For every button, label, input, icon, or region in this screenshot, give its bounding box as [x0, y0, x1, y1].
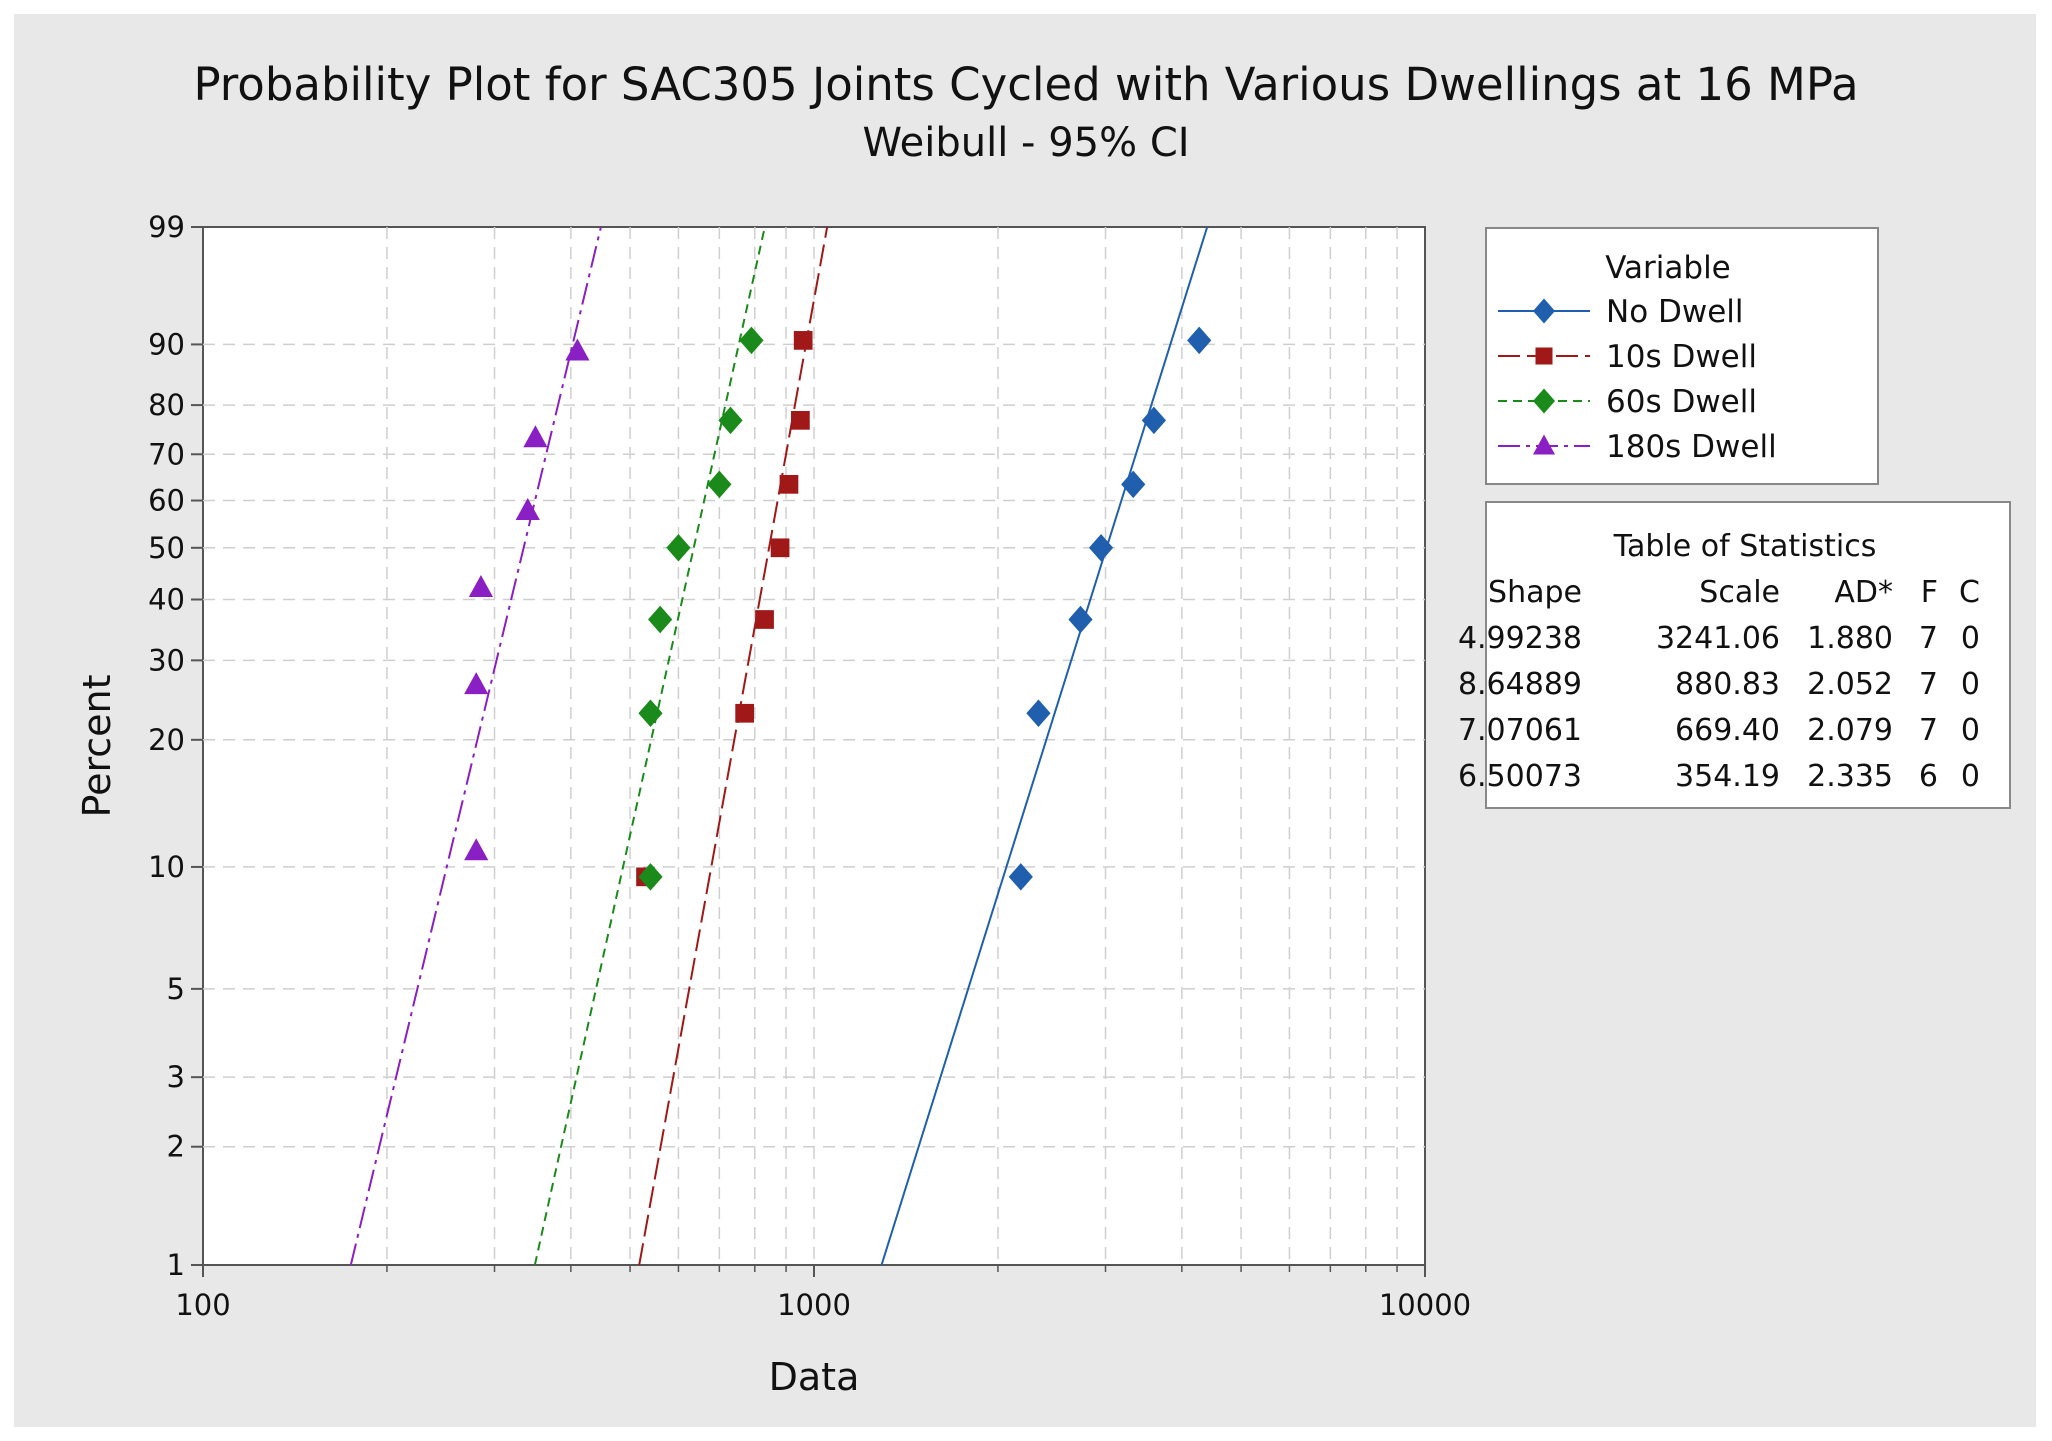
- chart-subtitle: Weibull - 95% CI: [862, 120, 1189, 166]
- square-marker: [779, 474, 799, 494]
- y-tick-label: 1: [167, 1248, 185, 1282]
- y-tick-label: 50: [148, 531, 185, 565]
- statistics-cell: 7: [1919, 667, 1938, 702]
- diamond-marker: [1026, 699, 1051, 728]
- statistics-header: AD*: [1834, 575, 1893, 610]
- y-axis-label: Percent: [75, 675, 119, 818]
- x-axis-label: Data: [769, 1355, 860, 1399]
- y-tick-label: 2: [167, 1130, 185, 1164]
- fit-lines: [349, 227, 1209, 1265]
- triangle-marker: [464, 672, 489, 695]
- statistics-cell: 354.19: [1675, 759, 1780, 794]
- statistics-table-box: [1485, 501, 2011, 809]
- statistics-cell: 3241.06: [1656, 621, 1780, 656]
- statistics-header: Scale: [1699, 575, 1780, 610]
- chart-title: Probability Plot for SAC305 Joints Cycle…: [193, 58, 1858, 111]
- y-tick-label: 30: [148, 643, 185, 677]
- diamond-marker: [638, 863, 663, 891]
- y-tick-label: 80: [148, 388, 185, 422]
- statistics-cell: 8.64889: [1458, 667, 1582, 702]
- legend-label: 60s Dwell: [1606, 384, 1757, 420]
- statistics-cell: 0: [1961, 713, 1980, 748]
- triangle-marker: [565, 338, 590, 361]
- statistics-cell: 880.83: [1675, 667, 1780, 702]
- statistics-cell: 7: [1919, 621, 1938, 656]
- x-tick-label: 10000: [1379, 1288, 1471, 1322]
- statistics-cell: 6.50073: [1458, 759, 1582, 794]
- diamond-marker: [638, 699, 663, 728]
- triangle-marker: [523, 425, 548, 448]
- y-tick-label: 10: [148, 850, 185, 884]
- diamond-marker: [1008, 863, 1033, 891]
- diamond-marker: [1121, 470, 1146, 499]
- statistics-header: C: [1959, 575, 1980, 610]
- diamond-marker: [666, 534, 691, 562]
- triangle-marker: [464, 838, 489, 861]
- statistics-cell: 0: [1961, 667, 1980, 702]
- diamond-marker: [1533, 298, 1555, 324]
- diamond-marker: [1187, 326, 1212, 355]
- grid-lines: [203, 227, 1425, 1265]
- diamond-marker: [1141, 406, 1167, 435]
- y-tick-label: 90: [148, 327, 185, 361]
- y-tick-label: 60: [148, 484, 185, 518]
- triangle-marker: [1533, 434, 1555, 455]
- data-points: [464, 326, 1212, 891]
- legend-label: No Dwell: [1606, 294, 1744, 330]
- triangle-marker: [515, 498, 540, 521]
- square-marker: [770, 538, 790, 558]
- fit-line: [533, 227, 766, 1265]
- statistics-cell: 6: [1919, 759, 1938, 794]
- y-tick-label: 3: [167, 1060, 185, 1094]
- legend-entries: No Dwell 10s Dwell 60s Dwell 180s Dwell: [1498, 294, 1777, 465]
- y-tick-label: 40: [148, 583, 185, 617]
- axis-ticks: 100 1000 10000 1 2 3 5 10 20 30 40 50 60 70 80 90 99: [148, 210, 1471, 1322]
- square-marker: [791, 410, 810, 430]
- legend-label: 10s Dwell: [1606, 339, 1757, 375]
- statistics-header: F: [1921, 575, 1938, 610]
- diamond-marker: [718, 406, 743, 435]
- statistics-table: Shape Scale AD* F C4.99238 3241.06 1.880 7 08.64…: [1458, 575, 1980, 794]
- statistics-cell: 1.880: [1807, 621, 1893, 656]
- diamond-marker: [1068, 605, 1093, 634]
- fit-line: [638, 227, 829, 1265]
- statistics-cell: 0: [1961, 759, 1980, 794]
- x-tick-label: 1000: [777, 1288, 851, 1322]
- diamond-marker: [1088, 534, 1114, 562]
- statistics-cell: 2.052: [1807, 667, 1893, 702]
- statistics-header: Shape: [1488, 575, 1582, 610]
- x-tick-label: 100: [175, 1288, 230, 1322]
- triangle-marker: [468, 574, 494, 597]
- square-marker: [1535, 347, 1553, 365]
- fit-line: [349, 227, 602, 1265]
- diamond-marker: [1533, 388, 1555, 414]
- fit-line: [880, 227, 1209, 1265]
- y-tick-label: 70: [148, 437, 185, 471]
- square-marker: [793, 331, 813, 350]
- legend-title: Variable: [1605, 250, 1731, 286]
- statistics-cell: 0: [1961, 621, 1980, 656]
- statistics-table-title: Table of Statistics: [1613, 529, 1877, 564]
- diamond-marker: [739, 326, 764, 355]
- square-marker: [755, 610, 774, 629]
- diamond-marker: [648, 605, 673, 634]
- y-tick-label: 5: [167, 972, 185, 1006]
- statistics-cell: 2.079: [1807, 713, 1893, 748]
- diamond-marker: [707, 470, 732, 499]
- y-tick-label: 99: [148, 210, 185, 244]
- statistics-cell: 4.99238: [1458, 621, 1582, 656]
- statistics-cell: 7: [1919, 713, 1938, 748]
- legend-label: 180s Dwell: [1606, 429, 1777, 465]
- statistics-cell: 7.07061: [1458, 713, 1582, 748]
- y-tick-label: 20: [148, 723, 185, 757]
- square-marker: [735, 703, 754, 723]
- statistics-cell: 669.40: [1675, 713, 1780, 748]
- statistics-cell: 2.335: [1807, 759, 1893, 794]
